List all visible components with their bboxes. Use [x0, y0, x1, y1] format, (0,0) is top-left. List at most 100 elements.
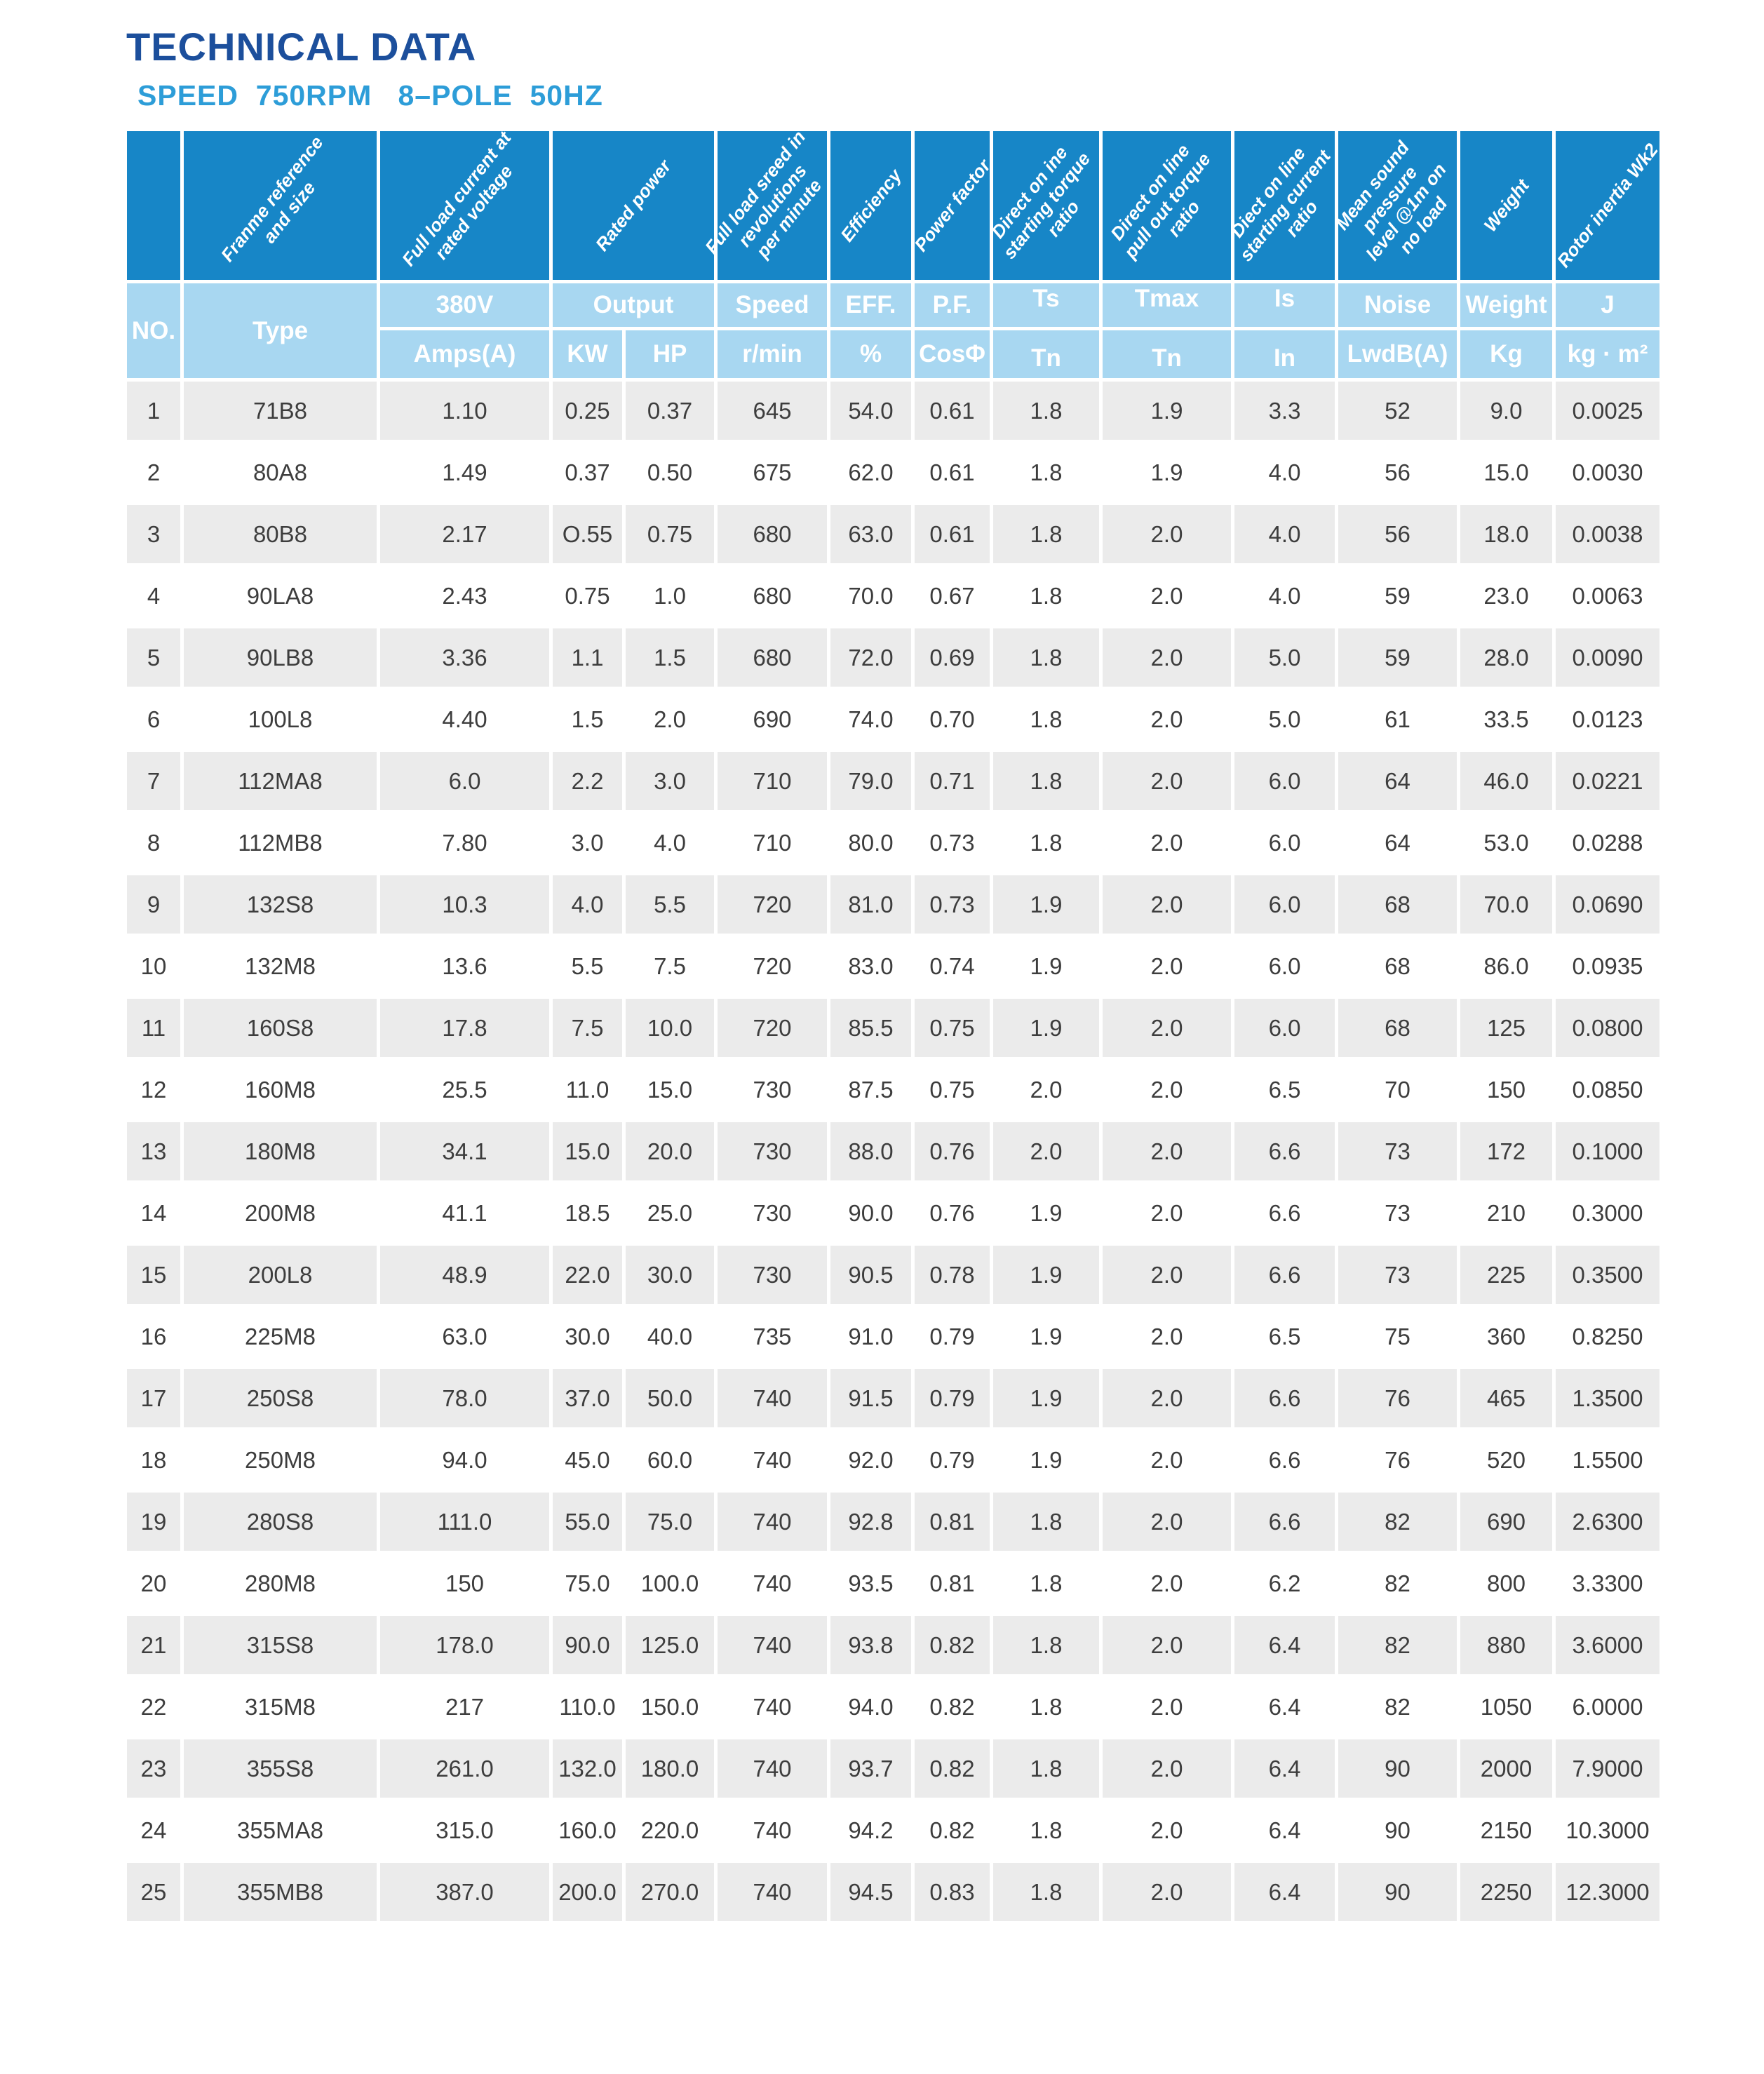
cell: 10.3000 [1556, 1801, 1659, 1859]
cell: 2150 [1460, 1801, 1552, 1859]
cell: 0.81 [915, 1554, 990, 1612]
cell: 1.8 [993, 1801, 1099, 1859]
rotated-header-row: Franme reference and size Full load curr… [127, 126, 1662, 280]
cell: 56 [1338, 505, 1457, 563]
cell: 1.8 [993, 1678, 1099, 1736]
table-row: 19 280S8 111.0 55.0 75.0 740 92.8 0.81 1.8 2.0 6.6… [127, 1493, 1659, 1551]
cell: 1.8 [993, 1493, 1099, 1551]
cell: 1.9 [993, 875, 1099, 934]
header-starting-torque-ratio: Direct on ine starting torque ratio [987, 131, 1099, 280]
cell: 800 [1460, 1554, 1552, 1612]
cell: 45.0 [553, 1431, 622, 1489]
unit-rmin: r/min [718, 330, 827, 378]
cell: 1.9 [993, 1431, 1099, 1489]
cell: 6.4 [1234, 1616, 1335, 1674]
unit-hp: HP [626, 330, 714, 378]
cell: 112MB8 [184, 814, 377, 872]
cell: 90.5 [830, 1246, 911, 1304]
cell: 1.9 [993, 1184, 1099, 1242]
header-rated-power: Rated power [553, 131, 714, 280]
cell: 5 [127, 628, 180, 687]
cell: 2.0 [1103, 1246, 1231, 1304]
cell: 465 [1460, 1369, 1552, 1427]
cell: 24 [127, 1801, 180, 1859]
cell: 0.8250 [1556, 1307, 1659, 1366]
cell: 30.0 [553, 1307, 622, 1366]
cell: 0.70 [915, 690, 990, 748]
cell: 160M8 [184, 1060, 377, 1119]
cell: 1050 [1460, 1678, 1552, 1736]
cell: 0.82 [915, 1801, 990, 1859]
cell: 0.0288 [1556, 814, 1659, 872]
cell: 54.0 [830, 382, 911, 440]
cell: 75.0 [553, 1554, 622, 1612]
cell: 270.0 [626, 1863, 714, 1921]
cell: 880 [1460, 1616, 1552, 1674]
cell: 22 [127, 1678, 180, 1736]
cell: 710 [718, 814, 827, 872]
cell: 85.5 [830, 999, 911, 1057]
cell: 1.8 [993, 1554, 1099, 1612]
cell: 55.0 [553, 1493, 622, 1551]
cell: 1.8 [993, 690, 1099, 748]
cell: 730 [718, 1184, 827, 1242]
cell: 73 [1338, 1122, 1457, 1180]
cell: 4.0 [1234, 505, 1335, 563]
cell: 18 [127, 1431, 180, 1489]
cell: 68 [1338, 875, 1457, 934]
cell: 90 [1338, 1863, 1457, 1921]
table-row: 4 90LA8 2.43 0.75 1.0 680 70.0 0.67 1.8 2.0 4.0 59 2… [127, 567, 1659, 625]
cell: 355MB8 [184, 1863, 377, 1921]
table-row: 1 71B8 1.10 0.25 0.37 645 54.0 0.61 1.8 1.9 3.3 52 9… [127, 382, 1659, 440]
table-row: 12 160M8 25.5 11.0 15.0 730 87.5 0.75 2.0 2.0 6.5 7… [127, 1060, 1659, 1119]
cell: 48.9 [380, 1246, 549, 1304]
cell: 1.8 [993, 567, 1099, 625]
cell: 15.0 [626, 1060, 714, 1119]
cell: 6.0000 [1556, 1678, 1659, 1736]
cell: 2.0 [993, 1060, 1099, 1119]
cell: 387.0 [380, 1863, 549, 1921]
header-frame-reference: Franme reference and size [184, 131, 377, 280]
cell: 6.0 [1234, 752, 1335, 810]
cell: 2.17 [380, 505, 549, 563]
cell: 225 [1460, 1246, 1552, 1304]
cell: 80A8 [184, 443, 377, 501]
cell: 690 [718, 690, 827, 748]
cell: 6.5 [1234, 1060, 1335, 1119]
col-is: Is [1234, 283, 1335, 327]
cell: 280M8 [184, 1554, 377, 1612]
cell: 1.8 [993, 443, 1099, 501]
cell: 20 [127, 1554, 180, 1612]
cell: 220.0 [626, 1801, 714, 1859]
cell: 90 [1338, 1739, 1457, 1798]
cell: 0.73 [915, 814, 990, 872]
cell: 360 [1460, 1307, 1552, 1366]
header-weight: Weight [1460, 131, 1552, 280]
cell: 23.0 [1460, 567, 1552, 625]
cell: 63.0 [830, 505, 911, 563]
cell: 7 [127, 752, 180, 810]
cell: 1.0 [626, 567, 714, 625]
cell: 15 [127, 1246, 180, 1304]
cell: 0.61 [915, 505, 990, 563]
cell: 50.0 [626, 1369, 714, 1427]
cell: 87.5 [830, 1060, 911, 1119]
cell: 0.37 [626, 382, 714, 440]
cell: 52 [1338, 382, 1457, 440]
cell: 110.0 [553, 1678, 622, 1736]
cell: 0.37 [553, 443, 622, 501]
cell: 261.0 [380, 1739, 549, 1798]
cell: 93.5 [830, 1554, 911, 1612]
cell: 6.6 [1234, 1184, 1335, 1242]
cell: 18.5 [553, 1184, 622, 1242]
cell: 4.0 [553, 875, 622, 934]
cell: 0.0038 [1556, 505, 1659, 563]
cell: 2.2 [553, 752, 622, 810]
cell: 6.5 [1234, 1307, 1335, 1366]
table-row: 6 100L8 4.40 1.5 2.0 690 74.0 0.70 1.8 2.0 5.0 61 33… [127, 690, 1659, 748]
cell: 355MA8 [184, 1801, 377, 1859]
header-sound-pressure: Mean sound pressure level @1m on no load [1331, 131, 1457, 280]
cell: 74.0 [830, 690, 911, 748]
col-eff: EFF. [830, 283, 911, 327]
cell: 180.0 [626, 1739, 714, 1798]
